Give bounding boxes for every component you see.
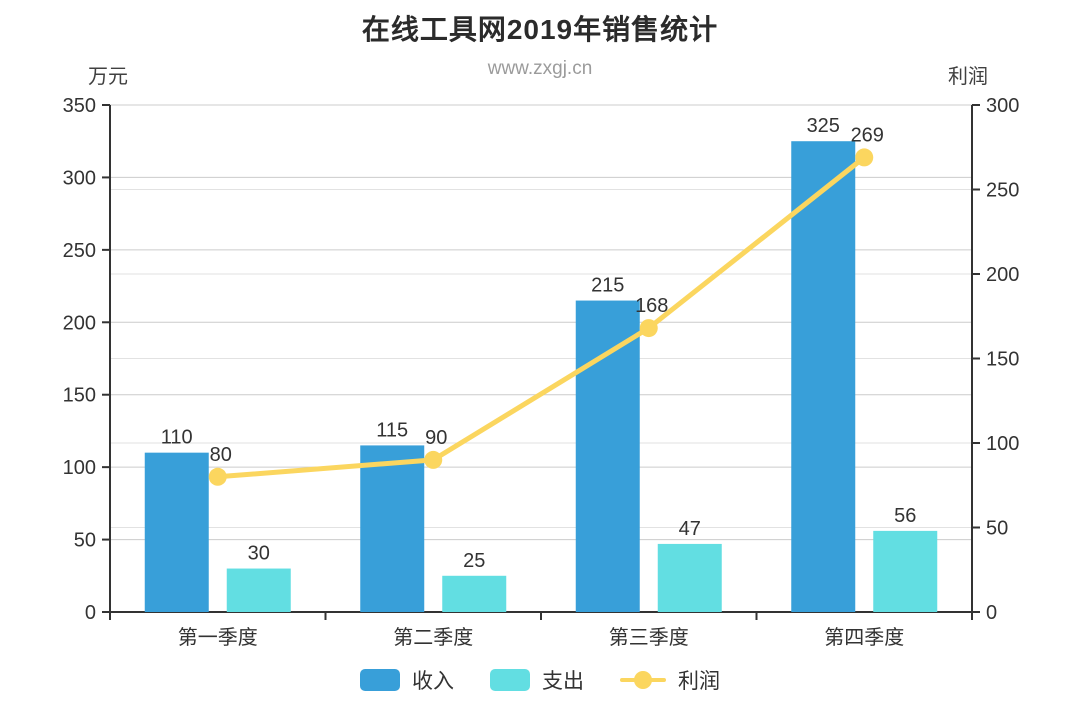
left-axis-tick-label: 0 [85, 602, 96, 624]
right-axis-tick-label: 50 [986, 518, 1008, 540]
left-axis-tick-label: 100 [63, 457, 96, 479]
legend-item-expense[interactable]: 支出 [490, 665, 584, 695]
right-axis-tick-label: 200 [986, 264, 1019, 286]
right-axis-tick-label: 300 [986, 95, 1019, 117]
profit-point-2[interactable] [639, 319, 658, 338]
bar-value-label: 47 [679, 518, 701, 540]
chart-title: 在线工具网2019年销售统计 [361, 14, 719, 45]
bar-expense-3[interactable] [873, 530, 938, 612]
bar-expense-1[interactable] [442, 575, 507, 612]
x-axis-category-label: 第一季度 [178, 626, 258, 649]
bar-income-0[interactable] [144, 452, 209, 612]
bar-expense-0[interactable] [226, 568, 291, 612]
line-value-label: 90 [425, 427, 447, 449]
bar-value-label: 215 [591, 275, 624, 297]
legend-dot-icon [634, 671, 652, 689]
legend-line-marker-icon [620, 669, 666, 691]
profit-point-3[interactable] [855, 148, 874, 167]
legend-item-income[interactable]: 收入 [360, 665, 454, 695]
line-value-label: 168 [635, 295, 668, 317]
x-axis-category-label: 第二季度 [393, 626, 473, 649]
bar-income-3[interactable] [791, 141, 856, 612]
bar-expense-2[interactable] [657, 543, 722, 612]
left-axis-tick-label: 250 [63, 240, 96, 262]
bar-value-label: 110 [161, 427, 193, 449]
bar-value-label: 56 [894, 505, 916, 527]
legend-label: 支出 [542, 670, 584, 693]
bar-value-label: 25 [463, 550, 485, 572]
profit-line[interactable] [215, 154, 867, 480]
legend: 收入 支出 利润 [0, 660, 1080, 700]
bar-value-label: 325 [807, 115, 840, 137]
right-axis-tick-label: 0 [986, 602, 997, 624]
line-value-label: 269 [851, 124, 884, 146]
right-axis-tick-label: 150 [986, 349, 1019, 371]
legend-item-profit[interactable]: 利润 [620, 665, 720, 695]
legend-swatch [360, 669, 400, 691]
x-axis-category-label: 第四季度 [824, 626, 904, 649]
bar-income-1[interactable] [360, 445, 425, 612]
left-axis-tick-label: 350 [63, 95, 96, 117]
x-axis-category-label: 第三季度 [609, 626, 689, 649]
bar-income-2[interactable] [575, 300, 640, 612]
profit-point-1[interactable] [424, 450, 443, 469]
left-axis-tick-label: 300 [63, 167, 96, 189]
line-value-label: 80 [210, 444, 232, 466]
chart-subtitle-watermark: www.zxgj.cn [487, 58, 593, 79]
left-axis-tick-label: 150 [63, 385, 96, 407]
legend-swatch [490, 669, 530, 691]
profit-point-0[interactable] [208, 467, 227, 486]
legend-label: 收入 [412, 670, 454, 693]
right-axis-tick-label: 250 [986, 180, 1019, 202]
right-axis-name: 利润 [948, 66, 988, 88]
legend-label: 利润 [678, 670, 720, 693]
right-axis-tick-label: 100 [986, 433, 1019, 455]
bar-value-label: 30 [248, 543, 270, 565]
bar-value-label: 115 [376, 419, 408, 441]
left-axis-name: 万元 [88, 66, 128, 88]
left-axis-tick-label: 200 [63, 312, 96, 334]
left-axis-tick-label: 50 [74, 530, 96, 552]
